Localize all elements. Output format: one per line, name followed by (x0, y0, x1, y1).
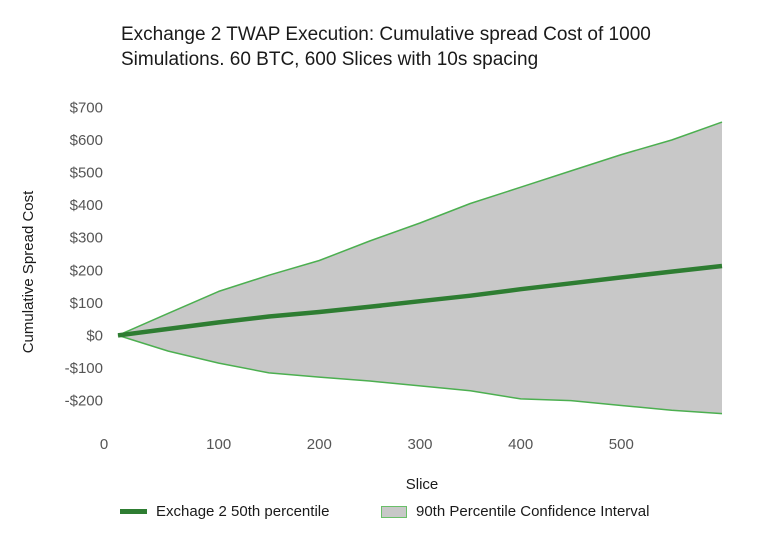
y-tick-label: $600 (70, 132, 103, 149)
x-tick-label: 300 (407, 436, 432, 453)
confidence-band-lower-edge (117, 334, 723, 415)
chart-title-line-2: Simulations. 60 BTC, 600 Slices with 10s… (121, 49, 539, 70)
legend-item-band: 90th Percentile Confidence Interval (381, 503, 649, 520)
chart-title: Exchange 2 TWAP Execution: Cumulative sp… (121, 22, 741, 72)
y-axis-ticks: $700 $600 $500 $400 $300 $200 $100 $0 -$100 -$200 (65, 99, 103, 409)
x-tick-label: 200 (307, 436, 332, 453)
legend-label-band: 90th Percentile Confidence Interval (416, 503, 650, 520)
y-tick-label: -$200 (65, 393, 103, 410)
legend: Exchage 2 50th percentile 90th Percentil… (0, 503, 768, 529)
x-tick-label: 400 (508, 436, 533, 453)
legend-swatch-median (120, 509, 147, 514)
x-tick-label: 100 (206, 436, 231, 453)
legend-item-median: Exchage 2 50th percentile (120, 503, 329, 520)
confidence-band-upper-edge (117, 121, 723, 337)
x-axis-label: Slice (406, 476, 439, 493)
y-tick-label: $400 (70, 197, 103, 214)
confidence-band-area (118, 122, 722, 414)
median-line (117, 263, 723, 338)
y-tick-label: $500 (70, 165, 103, 182)
legend-swatch-band (381, 505, 407, 518)
y-tick-label: $0 (86, 327, 103, 344)
y-tick-label: $200 (70, 262, 103, 279)
y-tick-label: -$100 (65, 360, 103, 377)
y-axis-label: Cumulative Spread Cost (20, 190, 37, 353)
legend-label-median: Exchage 2 50th percentile (156, 503, 330, 520)
x-tick-label: 500 (609, 436, 634, 453)
confidence-band-layer (117, 121, 723, 415)
median-line-layer (117, 263, 723, 338)
chart-title-line-1: Exchange 2 TWAP Execution: Cumulative sp… (121, 24, 651, 45)
y-tick-label: $100 (70, 295, 103, 312)
x-axis-ticks: 0 100 200 300 400 500 (100, 436, 634, 453)
y-tick-label: $300 (70, 230, 103, 247)
y-tick-label: $700 (70, 99, 103, 116)
chart-canvas: $700 $600 $500 $400 $300 $200 $100 $0 -$100 -$200… (20, 99, 723, 493)
x-tick-label: 0 (100, 436, 108, 453)
